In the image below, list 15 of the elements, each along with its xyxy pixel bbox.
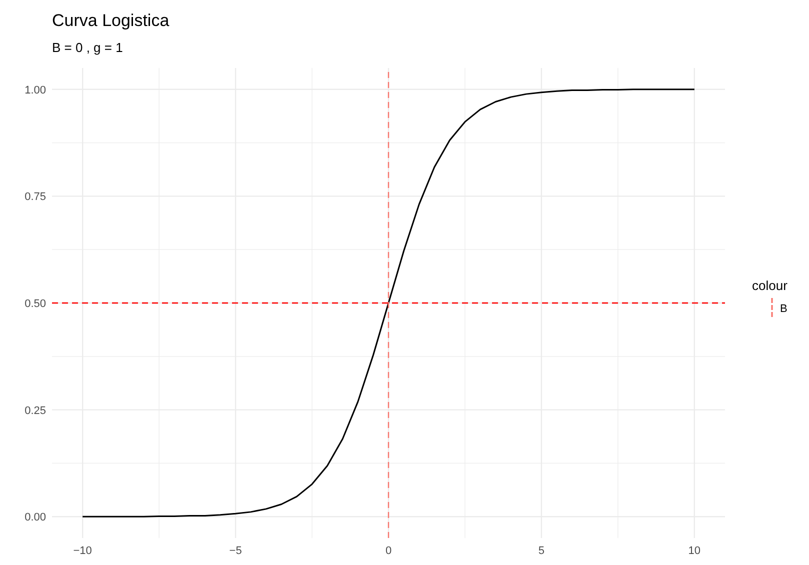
y-tick-label: 0.75 <box>24 191 46 204</box>
legend-title: colour <box>752 278 788 293</box>
legend-label: B <box>780 303 788 315</box>
y-tick-label: 0.50 <box>24 298 46 310</box>
chart-title: Curva Logistica <box>52 11 170 30</box>
x-tick-label: 5 <box>538 545 545 557</box>
y-tick-label: 1.00 <box>24 84 46 96</box>
line-series <box>82 88 696 518</box>
y-tick-label: 0.25 <box>24 404 46 417</box>
x-tick-label: −5 <box>229 545 242 557</box>
x-tick-label: −10 <box>73 545 92 557</box>
x-tick-label: 0 <box>385 545 392 557</box>
chart-subtitle: B = 0 , g = 1 <box>52 40 123 55</box>
x-tick-label: 10 <box>688 545 701 557</box>
y-tick-label: 0.00 <box>24 512 46 524</box>
